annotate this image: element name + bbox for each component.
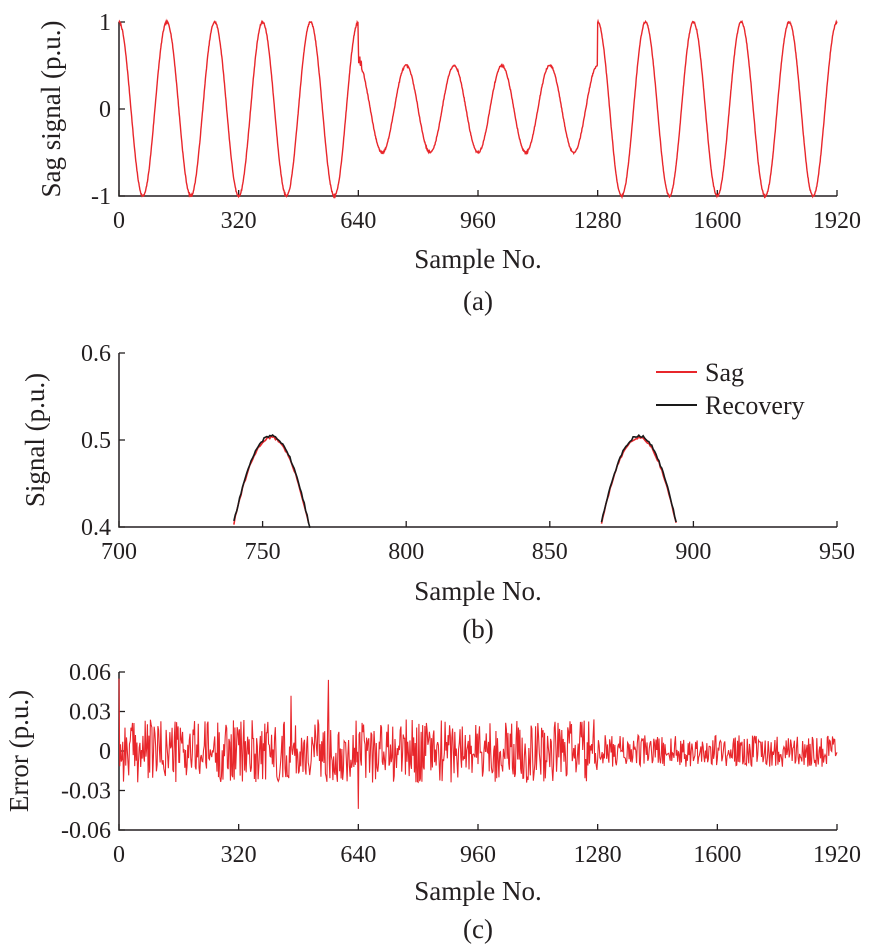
x-tick-label: 900 [675,539,711,565]
legend: Sag Recovery [656,358,805,420]
x-tick-label: 950 [819,539,855,565]
y-tick-label: 0 [99,739,111,765]
recovery-series-line [233,434,311,529]
panel-caption: (c) [463,914,493,944]
x-tick-label: 320 [221,208,257,234]
x-tick-label: 1280 [574,208,622,234]
x-tick-label: 1920 [813,208,861,234]
x-tick-label: 1600 [693,842,741,868]
x-tick-label: 0 [113,208,125,234]
y-tick-label: 0.03 [69,700,111,726]
y-axis-title: Signal (p.u.) [20,373,50,507]
y-tick-label: 1 [99,10,111,36]
y-tick-label: 0.6 [81,341,111,367]
x-tick-label: 640 [340,842,376,868]
y-tick-label: 0.4 [81,515,111,541]
y-tick-label: 0.5 [81,428,111,454]
y-tick-label: 0 [99,97,111,123]
x-tick-label: 640 [340,208,376,234]
y-tick-label: 0.06 [69,660,111,686]
x-tick-label: 750 [245,539,281,565]
legend-label-sag: Sag [705,358,744,387]
x-tick-label: 1280 [574,842,622,868]
y-axis-title: Error (p.u.) [4,690,34,812]
panel-b-recovery-zoom-chart: 700 750 800 850 900 950 0.4 0.5 0.6 Sample No. Sig… [20,341,855,644]
x-tick-label: 960 [460,842,496,868]
x-tick-label: 320 [221,842,257,868]
x-tick-label: 0 [113,842,125,868]
panel-caption: (a) [463,286,493,316]
panel-caption: (b) [462,614,493,644]
x-tick-label: 1600 [693,208,741,234]
panel-c-error-chart: 0 320 640 960 1280 1600 1920 -0.06 -0.03 0 0.03 0.0… [4,660,861,944]
x-axis-title: Sample No. [414,576,542,606]
y-tick-label: -1 [91,184,111,210]
sag-signal-series-line [118,18,838,200]
y-tick-label: -0.03 [61,779,111,805]
x-tick-label: 850 [532,539,568,565]
x-axis-title: Sample No. [414,876,542,906]
error-series-line [118,678,838,809]
recovery-series-line [600,434,677,523]
y-tick-label: -0.06 [61,818,111,844]
x-tick-label: 700 [101,539,137,565]
y-axis-title: Sag signal (p.u.) [36,21,66,198]
legend-label-recovery: Recovery [705,391,805,420]
x-tick-label: 1920 [813,842,861,868]
x-axis-title: Sample No. [414,244,542,274]
x-tick-label: 800 [388,539,424,565]
x-tick-label: 960 [460,208,496,234]
